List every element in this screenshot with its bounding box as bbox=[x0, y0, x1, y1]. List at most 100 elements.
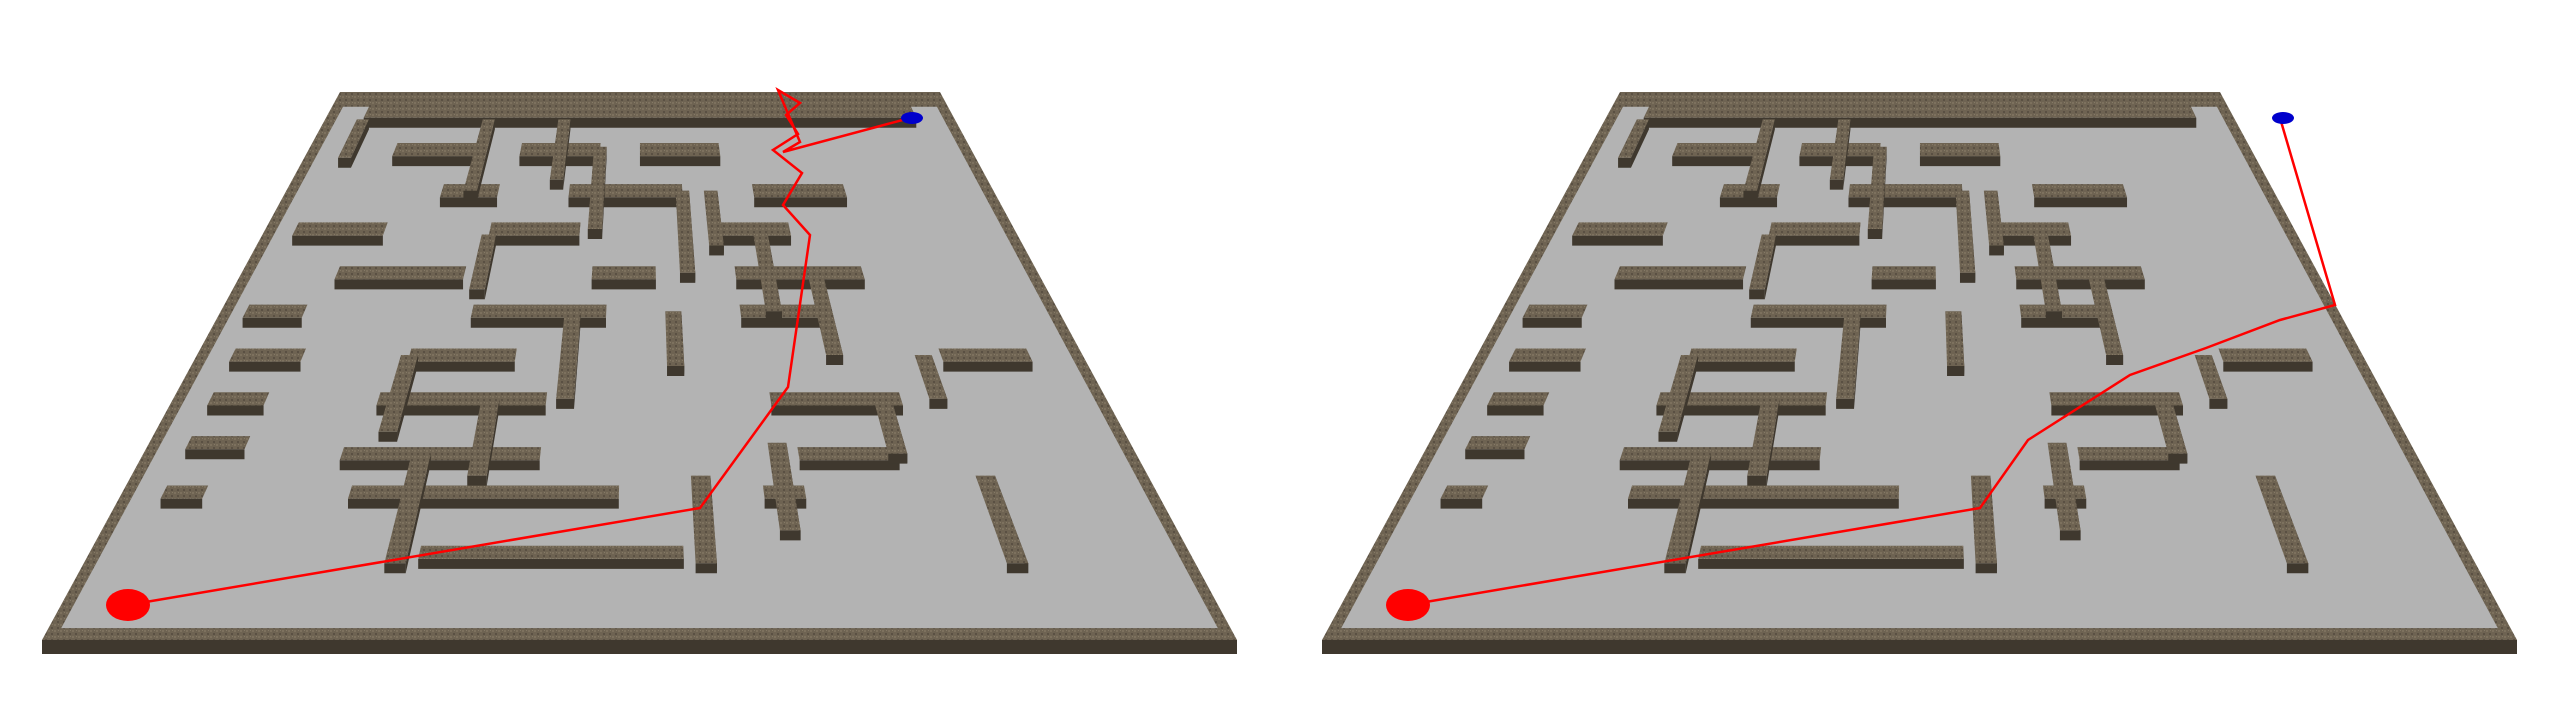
maze-wall bbox=[873, 398, 908, 454]
maze-wall-side bbox=[1750, 317, 1886, 328]
maze-wall bbox=[591, 266, 656, 280]
maze-wall-side bbox=[229, 361, 301, 372]
maze-wall-side bbox=[602, 146, 607, 239]
maze-wall bbox=[1970, 475, 1997, 564]
maze-wall bbox=[1749, 234, 1777, 290]
maze-wall bbox=[703, 190, 724, 246]
maze-wall-side bbox=[1465, 449, 1525, 460]
maze-wall-side bbox=[338, 157, 351, 168]
maze-wall bbox=[1687, 348, 1797, 362]
maze-wall-side bbox=[418, 558, 684, 569]
maze-wall-side bbox=[1756, 119, 1775, 201]
maze-wall bbox=[1945, 311, 1965, 366]
maze-wall bbox=[2153, 398, 2188, 454]
maze-wall-side bbox=[1664, 563, 1686, 574]
maze-wall-side bbox=[736, 279, 865, 290]
maze-wall bbox=[734, 266, 865, 280]
board-front-edge bbox=[42, 640, 1237, 654]
maze-wall-side bbox=[1656, 405, 1826, 416]
maze-wall-side bbox=[1848, 197, 1963, 208]
maze-wall bbox=[1664, 453, 1711, 564]
maze-floor-right bbox=[1322, 92, 2517, 654]
maze-wall bbox=[1747, 398, 1780, 476]
maze-wall-side bbox=[771, 405, 904, 416]
maze-wall bbox=[488, 222, 581, 236]
maze-wall bbox=[675, 190, 696, 273]
maze-wall-side bbox=[1522, 317, 1582, 328]
maze-wall bbox=[1919, 142, 2001, 157]
maze-wall-side bbox=[207, 405, 264, 416]
maze-wall bbox=[1465, 436, 1531, 450]
maze-wall-side bbox=[1764, 234, 1777, 300]
maze-wall-side bbox=[292, 235, 383, 246]
start-marker-right bbox=[1386, 589, 1430, 621]
maze-wall-side bbox=[1959, 272, 1976, 283]
maze-wall bbox=[1572, 222, 1668, 236]
maze-wall bbox=[807, 272, 844, 356]
maze-wall bbox=[470, 304, 607, 318]
maze-wall-side bbox=[1614, 279, 1744, 290]
maze-wall bbox=[160, 485, 209, 499]
maze-wall bbox=[2014, 266, 2145, 280]
maze-wall bbox=[292, 222, 388, 236]
maze-wall bbox=[1848, 184, 1963, 198]
maze-wall-side bbox=[376, 405, 546, 416]
maze-wall bbox=[1643, 104, 2197, 118]
maze-wall-side bbox=[929, 398, 948, 409]
maze-wall bbox=[1867, 146, 1887, 229]
maze-wall bbox=[797, 447, 900, 461]
maze-wall-side bbox=[1619, 460, 1820, 471]
maze-wall-side bbox=[2286, 563, 2309, 574]
maze-wall-side bbox=[2209, 398, 2228, 409]
maze-walls-left bbox=[160, 104, 1033, 574]
maze-wall bbox=[242, 304, 308, 318]
maze-wall-side bbox=[1989, 245, 2004, 256]
maze-wall bbox=[185, 436, 251, 450]
maze-wall-side bbox=[1487, 405, 1544, 416]
maze-wall-side bbox=[469, 289, 485, 300]
maze-wall bbox=[1487, 392, 1550, 406]
maze-wall-side bbox=[563, 119, 571, 190]
maze-wall bbox=[1836, 311, 1861, 399]
maze-wall bbox=[1656, 392, 1828, 406]
maze-wall-side bbox=[1836, 398, 1855, 409]
maze-wall bbox=[1829, 119, 1851, 180]
maze-wall bbox=[587, 146, 607, 229]
maze-board-left bbox=[42, 86, 1237, 654]
maze-wall bbox=[751, 184, 848, 198]
maze-wall-side bbox=[667, 366, 685, 376]
maze-wall-side bbox=[1658, 431, 1678, 442]
maze-wall-side bbox=[1677, 355, 1699, 442]
maze-wall-side bbox=[679, 272, 696, 283]
maze-board-right bbox=[1322, 92, 2517, 654]
maze-wall bbox=[1614, 266, 1747, 280]
maze-wall bbox=[2019, 304, 2106, 318]
maze-wall-side bbox=[549, 179, 564, 190]
maze-wall-side bbox=[1749, 289, 1765, 300]
maze-wall-side bbox=[2016, 279, 2145, 290]
maze-wall bbox=[556, 311, 581, 399]
maze-wall bbox=[739, 304, 826, 318]
maze-wall-side bbox=[407, 361, 515, 372]
maze-wall bbox=[639, 142, 721, 157]
maze-wall bbox=[418, 545, 684, 559]
maze-wall-side bbox=[470, 317, 606, 328]
maze-wall-side bbox=[363, 117, 917, 128]
maze-wall-side bbox=[1685, 453, 1711, 574]
maze-wall-side bbox=[765, 311, 782, 322]
maze-wall-side bbox=[1975, 563, 1997, 574]
maze-wall bbox=[338, 119, 369, 158]
maze-wall bbox=[384, 453, 431, 564]
maze-wall bbox=[1619, 447, 1822, 461]
maze-wall-side bbox=[1630, 119, 1649, 168]
maze-wall-side bbox=[1829, 179, 1844, 190]
maze-wall-side bbox=[568, 197, 683, 208]
maze-wall bbox=[2077, 447, 2180, 461]
maze-wall bbox=[229, 348, 306, 362]
maze-wall bbox=[1509, 348, 1586, 362]
maze-wall-side bbox=[467, 475, 487, 486]
maze-wall bbox=[2218, 348, 2313, 362]
maze-wall-side bbox=[1006, 563, 1029, 574]
maze-wall-side bbox=[486, 398, 500, 486]
maze-wall-side bbox=[1867, 229, 1883, 239]
